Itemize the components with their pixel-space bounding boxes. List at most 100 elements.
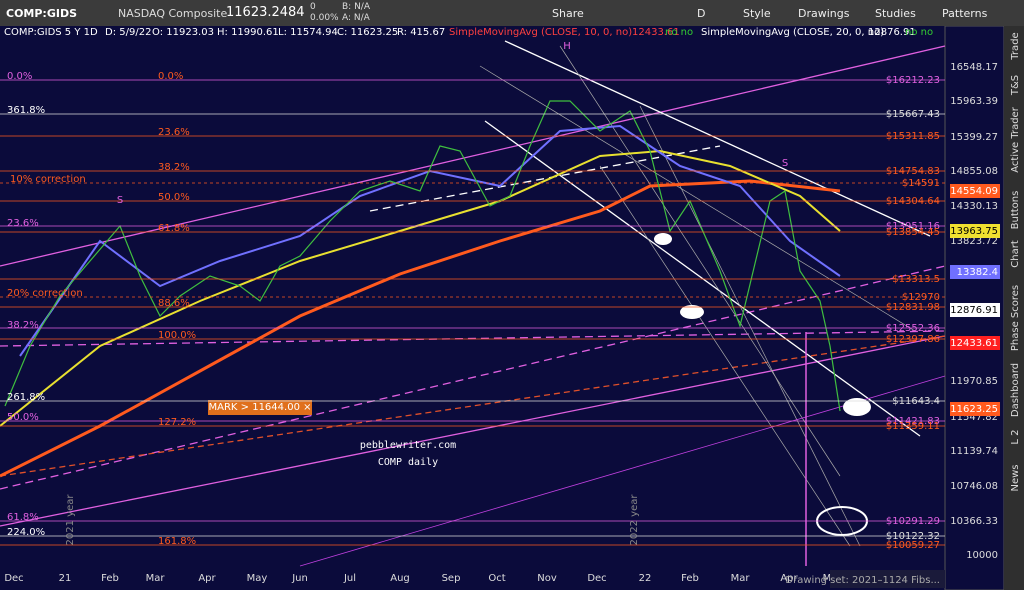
fib-label: 361.8% <box>7 105 45 116</box>
level-price: $11643.4 <box>892 396 940 407</box>
fib-label: 23.6% <box>7 218 39 229</box>
price-label: 15963.39 <box>950 96 998 107</box>
share-button[interactable]: Share <box>552 7 584 20</box>
level-price: $14754.83 <box>886 166 940 177</box>
drawings-button[interactable]: Drawings <box>798 7 850 20</box>
month-label: Jul <box>343 573 356 584</box>
price-label: 15399.27 <box>950 132 998 143</box>
pivot-marker <box>680 305 704 319</box>
price-label: 10000 <box>966 550 998 561</box>
level-price: $12397.86 <box>886 334 940 345</box>
price-badge-text: 12433.61 <box>950 338 998 349</box>
fib-label: 224.0% <box>7 527 45 538</box>
patterns-button[interactable]: Patterns <box>942 7 988 20</box>
fib-label: 50.0% <box>7 412 39 423</box>
fib-label: 88.6% <box>158 298 190 309</box>
info-date: D: 5/9/22 <box>105 27 151 38</box>
month-label: Mar <box>146 573 166 584</box>
month-label: Dec <box>4 573 23 584</box>
info-open: O: 11923.03 <box>152 27 214 38</box>
plot-bg <box>0 26 945 590</box>
studies-button[interactable]: Studies <box>875 7 916 20</box>
info-sma20-flags: no no <box>905 27 933 38</box>
month-label: Feb <box>101 573 119 584</box>
price-label: 10746.08 <box>950 481 998 492</box>
month-label: Apr <box>198 573 216 584</box>
symbol[interactable]: COMP:GIDS <box>6 7 78 20</box>
year-label: 2021 year <box>65 494 76 546</box>
fib-label: 20% correction <box>7 288 83 299</box>
price-badge-text: 14554.09 <box>950 186 998 197</box>
level-price: $13313.5 <box>892 274 940 285</box>
annotation: COMP daily <box>378 457 438 468</box>
side-tab: Phase Scores <box>1010 285 1021 351</box>
level-price: $10122.32 <box>886 531 940 542</box>
fib-label: 23.6% <box>158 127 190 138</box>
level-price: $15311.85 <box>886 131 940 142</box>
month-label: 21 <box>59 573 72 584</box>
info-sma10: SimpleMovingAvg (CLOSE, 10, 0, no) <box>449 27 632 38</box>
fib-label: 38.2% <box>158 162 190 173</box>
price-label: 11970.85 <box>950 376 998 387</box>
change-pct: 0.00% <box>310 13 339 23</box>
price-badge-text: 11623.25 <box>950 404 998 415</box>
info-high: H: 11990.61 <box>217 27 279 38</box>
month-label: Feb <box>681 573 699 584</box>
info-sma20: SimpleMovingAvg (CLOSE, 20, 0, no) <box>701 27 884 38</box>
side-tab: Trade <box>1010 32 1021 60</box>
footer: Drawing set: 2021–1124 Fibs... <box>785 575 940 586</box>
level-price: $10059.27 <box>886 540 940 551</box>
period-button[interactable]: D <box>697 7 706 20</box>
month-label: Dec <box>587 573 606 584</box>
ask: A: N/A <box>342 13 370 23</box>
fib-label: 161.8% <box>158 536 196 547</box>
annotation: S <box>117 195 123 206</box>
price-label: 11547.82 <box>950 412 998 423</box>
fib-label: 38.2% <box>7 320 39 331</box>
month-label: Oct <box>488 573 505 584</box>
fib-label: 0.0% <box>7 71 32 82</box>
side-tab: Dashboard <box>1010 363 1021 417</box>
annotation: H <box>563 41 571 52</box>
fib-label: 50.0% <box>158 192 190 203</box>
month-label: Sep <box>442 573 461 584</box>
price-badge <box>950 402 1000 416</box>
labels: COMP:GIDS 5 Y 1D D: 5/9/22 O: 11923.03 H: 1… <box>0 27 1021 588</box>
level-price: $15667.43 <box>886 109 940 120</box>
side-tab: Buttons <box>1010 191 1021 230</box>
annotation: pebblewriter.com <box>360 440 456 451</box>
annotation: MARK > 11644.00 × <box>209 402 312 413</box>
annotation: S <box>782 158 788 169</box>
side-tab: News <box>1010 464 1021 491</box>
fib-label: 0.0% <box>158 71 183 82</box>
mark-box[interactable] <box>208 400 312 415</box>
month-label: 22 <box>639 573 652 584</box>
info-sma10-flags: no no <box>665 27 693 38</box>
price-badge-text: 13963.75 <box>950 226 998 237</box>
style-button[interactable]: Style <box>743 7 771 20</box>
level-price: $10291.29 <box>886 516 940 527</box>
fib-label: 61.8% <box>158 223 190 234</box>
level-price: $14591 <box>902 178 940 189</box>
side-tabs-bg <box>1004 26 1024 590</box>
instrument-name: NASDAQ Composite <box>118 7 228 20</box>
fib-label: 261.8% <box>7 392 45 403</box>
info-low: L: 11574.94 <box>278 27 338 38</box>
side-tab: T&S <box>1010 75 1021 96</box>
level-price: $12552.36 <box>886 323 940 334</box>
month-label: Nov <box>537 573 557 584</box>
level-price: $14304.64 <box>886 196 940 207</box>
month-label: Aug <box>390 573 410 584</box>
info-sma20-value: 12876.91 <box>868 27 916 38</box>
price-badge-text: 13382.4 <box>957 267 998 278</box>
target-marker <box>843 398 871 416</box>
price-label: 13823.72 <box>950 236 998 247</box>
month-label: Jun <box>291 573 308 584</box>
price-badge <box>950 184 1000 198</box>
month-label: Apr <box>780 573 798 584</box>
price-badge-text: 12876.91 <box>950 305 998 316</box>
level-price: $12831.98 <box>886 302 940 313</box>
price-label: 10366.33 <box>950 516 998 527</box>
price-badge <box>950 336 1000 350</box>
